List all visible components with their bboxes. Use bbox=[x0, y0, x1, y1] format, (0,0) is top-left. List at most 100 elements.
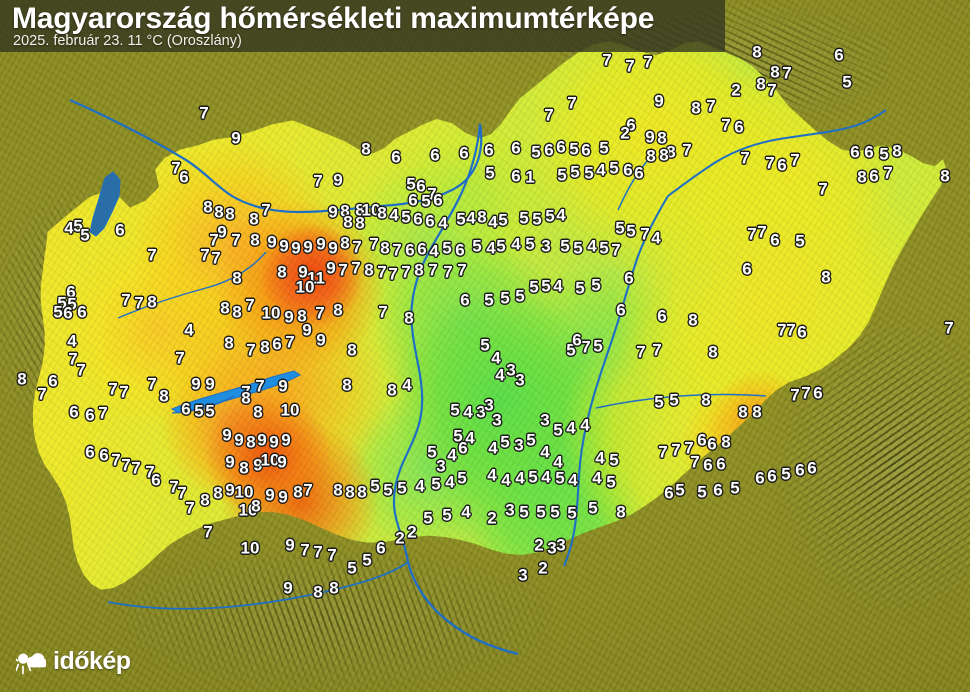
station-temp-label: 5 bbox=[781, 464, 791, 484]
station-temp-label: 8 bbox=[333, 300, 343, 320]
station-temp-label: 8 bbox=[892, 141, 902, 161]
station-temp-label: 6 bbox=[85, 405, 95, 425]
station-temp-label: 5 bbox=[453, 426, 463, 446]
station-temp-label: 4 bbox=[540, 442, 550, 462]
station-temp-label: 6 bbox=[716, 454, 726, 474]
station-temp-label: 5 bbox=[599, 238, 609, 258]
station-temp-label: 6 bbox=[272, 334, 282, 354]
logo-text: időkép bbox=[53, 647, 131, 675]
station-temp-label: 9 bbox=[217, 222, 227, 242]
station-temp-label: 6 bbox=[742, 259, 752, 279]
station-temp-label: 4 bbox=[501, 470, 511, 490]
station-temp-label: 8 bbox=[241, 388, 251, 408]
station-temp-label: 3 bbox=[556, 535, 566, 555]
station-temp-label: 4 bbox=[447, 445, 457, 465]
station-temp-label: 6 bbox=[460, 290, 470, 310]
station-temp-label: 8 bbox=[342, 375, 352, 395]
station-temp-label: 9 bbox=[267, 232, 277, 252]
station-temp-label: 7 bbox=[658, 442, 668, 462]
station-temp-label: 7 bbox=[790, 385, 800, 405]
station-temp-label: 7 bbox=[818, 179, 828, 199]
station-temp-label: 5 bbox=[584, 163, 594, 183]
station-temp-label: 7 bbox=[706, 96, 716, 116]
station-temp-label: 4 bbox=[553, 276, 563, 296]
station-temp-label: 9 bbox=[645, 127, 655, 147]
station-temp-label: 6 bbox=[807, 458, 817, 478]
station-temp-label: 6 bbox=[777, 155, 787, 175]
station-temp-label: 6 bbox=[77, 302, 87, 322]
station-temp-label: 7 bbox=[300, 540, 310, 560]
station-temp-label: 3 bbox=[518, 565, 528, 585]
station-temp-label: 9 bbox=[231, 128, 241, 148]
station-temp-label: 7 bbox=[147, 245, 157, 265]
station-temp-label: 5 bbox=[560, 236, 570, 256]
station-temp-label: 8 bbox=[657, 128, 667, 148]
station-temp-label: 8 bbox=[364, 260, 374, 280]
station-temp-label: 2 bbox=[534, 535, 544, 555]
station-temp-label: 5 bbox=[541, 276, 551, 296]
station-temp-label: 4 bbox=[568, 470, 578, 490]
station-temp-label: 5 bbox=[57, 293, 67, 313]
station-temp-label: 6 bbox=[391, 147, 401, 167]
station-temp-label: 7 bbox=[108, 379, 118, 399]
station-temp-label: 5 bbox=[362, 550, 372, 570]
brand-logo[interactable]: időkép bbox=[16, 647, 131, 676]
station-temp-label: 9 bbox=[277, 452, 287, 472]
sun-cloud-icon bbox=[16, 652, 46, 674]
station-temp-label: 9 bbox=[303, 237, 313, 257]
station-temp-label: 7 bbox=[111, 450, 121, 470]
station-temp-label: 7 bbox=[640, 224, 650, 244]
station-temp-label: 7 bbox=[241, 382, 251, 402]
station-temp-label: 4 bbox=[438, 213, 448, 233]
station-temp-label: 7 bbox=[544, 105, 554, 125]
station-temp-label: 6 bbox=[433, 190, 443, 210]
station-temp-label: 8 bbox=[224, 333, 234, 353]
station-temp-label: 6 bbox=[458, 438, 468, 458]
station-temp-label: 4 bbox=[429, 241, 439, 261]
station-temp-label: 9 bbox=[279, 236, 289, 256]
station-temp-label: 5 bbox=[675, 480, 685, 500]
station-temp-label: 6 bbox=[181, 399, 191, 419]
station-temp-label: 5 bbox=[515, 286, 525, 306]
station-temp-label: 7 bbox=[567, 93, 577, 113]
station-temp-label: 6 bbox=[850, 142, 860, 162]
station-temp-label: 9 bbox=[285, 535, 295, 555]
station-temp-label: 8 bbox=[333, 480, 343, 500]
station-temp-label: 4 bbox=[587, 236, 597, 256]
station-temp-label: 5 bbox=[80, 225, 90, 245]
station-temp-label: 4 bbox=[592, 468, 602, 488]
station-temp-label: 9 bbox=[225, 480, 235, 500]
station-temp-label: 5 bbox=[697, 482, 707, 502]
station-temp-label: 5 bbox=[528, 467, 538, 487]
station-temp-label: 8 bbox=[387, 380, 397, 400]
station-temp-label: 6 bbox=[376, 538, 386, 558]
station-temp-label: 6 bbox=[179, 167, 189, 187]
station-temp-label: 6 bbox=[616, 300, 626, 320]
station-temp-label: 4 bbox=[511, 234, 521, 254]
station-temp-label: 7 bbox=[121, 290, 131, 310]
station-temp-label: 8 bbox=[659, 145, 669, 165]
station-temp-label: 6 bbox=[425, 211, 435, 231]
station-temp-label: 4 bbox=[595, 448, 605, 468]
station-temp-label: 4 bbox=[445, 472, 455, 492]
station-temp-label: 5 bbox=[529, 277, 539, 297]
station-temp-label: 7 bbox=[37, 384, 47, 404]
station-temp-label: 9 bbox=[284, 307, 294, 327]
station-temp-label: 5 bbox=[519, 208, 529, 228]
station-temp-label: 7 bbox=[428, 260, 438, 280]
station-temp-label: 5 bbox=[575, 278, 585, 298]
station-temp-label: 8 bbox=[708, 342, 718, 362]
station-temp-label: 4 bbox=[184, 320, 194, 340]
station-temp-label: 7 bbox=[883, 163, 893, 183]
station-temp-label: 9 bbox=[278, 376, 288, 396]
station-temp-label: 7 bbox=[767, 80, 777, 100]
station-temp-label: 5 bbox=[431, 474, 441, 494]
station-temp-label: 5 bbox=[406, 174, 416, 194]
station-temp-label: 4 bbox=[553, 452, 563, 472]
station-temp-label: 7 bbox=[211, 248, 221, 268]
station-temp-label: 6 bbox=[624, 268, 634, 288]
station-temp-label: 9 bbox=[281, 430, 291, 450]
station-temp-label: 5 bbox=[557, 165, 567, 185]
station-temp-label: 7 bbox=[285, 332, 295, 352]
station-temp-label: 4 bbox=[488, 438, 498, 458]
